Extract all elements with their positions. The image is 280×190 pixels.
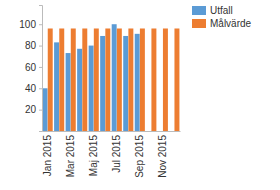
bar [135, 34, 140, 131]
bar [123, 36, 128, 131]
bars [43, 24, 180, 131]
x-tick: Nov 2015 [157, 135, 168, 178]
legend-item: Utfall [192, 5, 233, 16]
x-tick-label: Sep 2015 [134, 135, 145, 178]
bar [94, 28, 99, 131]
x-tick: Jul 2015 [111, 135, 122, 173]
bar [117, 28, 122, 131]
y-tick-mark [39, 88, 42, 89]
chart: 20 40 60 80 100 Jan 2015 Mar 2015 Maj 2015 Jul 2… [0, 0, 280, 190]
bar [54, 42, 59, 131]
y-tick-mark [39, 67, 42, 68]
y-tick: 100 [19, 19, 42, 30]
bar [77, 49, 82, 131]
x-tick-label: Jul 2015 [111, 135, 122, 173]
x-tick: Sep 2015 [134, 135, 145, 178]
x-tick-label: Nov 2015 [157, 135, 168, 178]
y-tick: 20 [25, 104, 42, 115]
legend-swatch [192, 6, 206, 15]
y-tick: 40 [25, 83, 42, 94]
bar [43, 88, 48, 131]
x-tick-label: Mar 2015 [65, 135, 76, 178]
y-tick-mark [39, 46, 42, 47]
bar [59, 28, 64, 131]
legend-swatch [192, 19, 206, 28]
legend: Utfall Målvärde [192, 5, 252, 29]
bar [66, 53, 71, 131]
y-tick-mark [39, 110, 42, 111]
bar [71, 28, 76, 131]
y-tick-label: 20 [25, 104, 37, 115]
y-tick-label: 40 [25, 83, 37, 94]
bar [163, 28, 168, 131]
x-tick: Mar 2015 [65, 135, 76, 178]
bar [174, 28, 179, 131]
y-tick-label: 80 [25, 40, 37, 51]
x-tick-label: Jan 2015 [42, 135, 53, 177]
bar [112, 24, 117, 131]
y-axis: 20 40 60 80 100 [19, 6, 42, 132]
bar [100, 36, 105, 131]
plot: 20 40 60 80 100 Jan 2015 Mar 2015 Maj 2015 Jul 2… [19, 6, 180, 178]
bar [151, 28, 156, 131]
y-axis-line [39, 6, 43, 132]
y-tick-mark [39, 24, 42, 25]
y-tick: 80 [25, 40, 42, 51]
legend-label: Utfall [210, 5, 233, 16]
y-tick-label: 60 [25, 62, 37, 73]
x-axis: Jan 2015 Mar 2015 Maj 2015 Jul 2015 Sep 2015… [42, 132, 180, 178]
bar [140, 28, 145, 131]
bar [48, 28, 53, 131]
x-tick-label: Maj 2015 [88, 135, 99, 177]
x-tick: Maj 2015 [88, 135, 99, 177]
x-tick: Jan 2015 [42, 135, 53, 177]
bar [128, 28, 133, 131]
legend-label: Målvärde [210, 18, 252, 29]
bar [105, 28, 110, 131]
legend-item: Målvärde [192, 18, 252, 29]
y-tick: 60 [25, 62, 42, 73]
x-axis-line [43, 131, 181, 132]
y-tick-label: 100 [19, 19, 36, 30]
bar [89, 46, 94, 131]
bar [82, 28, 87, 131]
